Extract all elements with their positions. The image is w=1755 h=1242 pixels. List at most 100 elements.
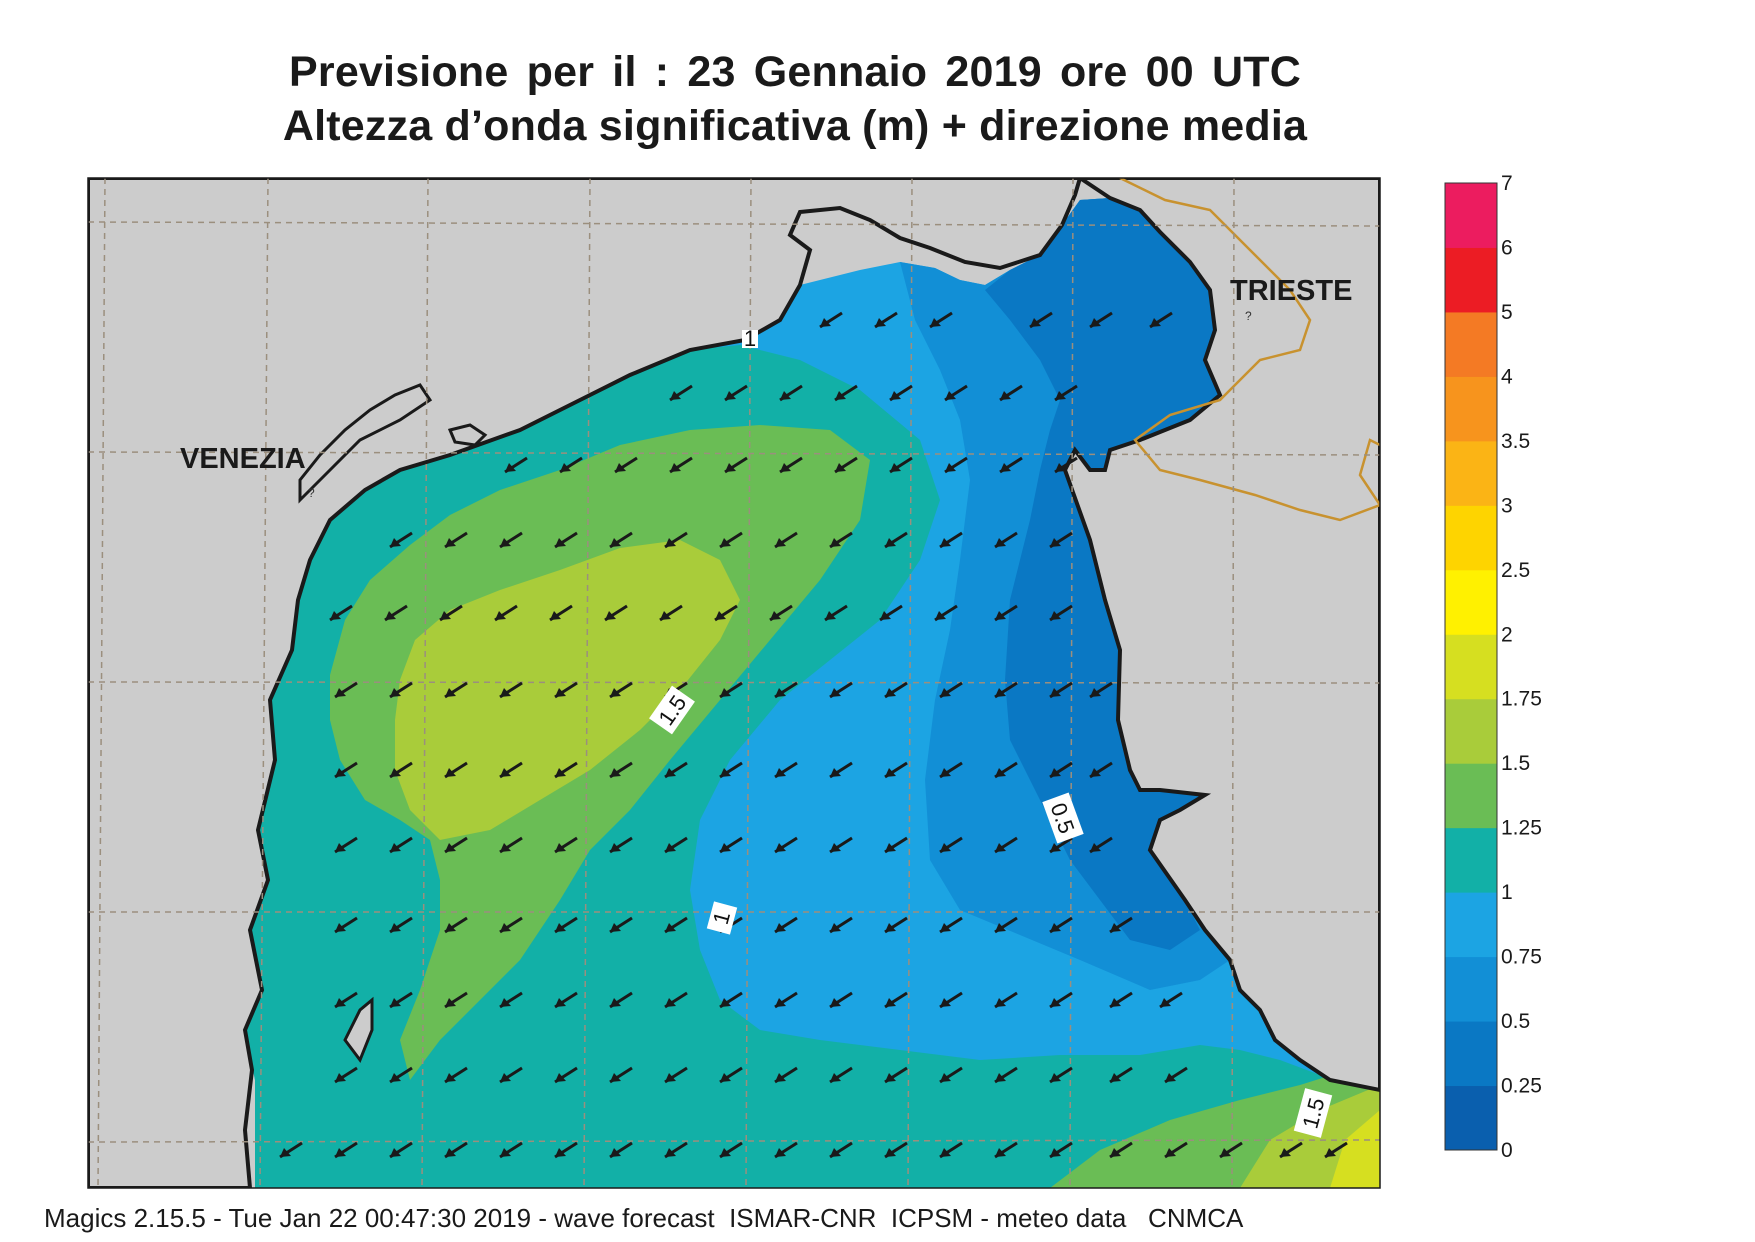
direction-arrow [889, 456, 913, 474]
direction-arrow [329, 604, 353, 622]
direction-arrow [829, 1066, 853, 1084]
direction-arrow [829, 761, 853, 779]
lagoon-island-2 [447, 423, 488, 447]
direction-arrow [1089, 836, 1113, 854]
direction-arrow [664, 836, 688, 854]
direction-arrow [879, 604, 903, 622]
direction-arrow [829, 916, 853, 934]
colorbar-tick-label: 1.25 [1501, 817, 1542, 840]
direction-arrow [389, 761, 413, 779]
direction-arrow [994, 604, 1018, 622]
direction-arrow [1049, 1066, 1073, 1084]
direction-arrow [664, 916, 688, 934]
colorbar-swatch [1445, 569, 1497, 635]
direction-arrow [1164, 1141, 1188, 1159]
direction-arrow [609, 761, 633, 779]
direction-arrow [334, 1066, 358, 1084]
direction-arrow [494, 604, 518, 622]
colorbar-tick-label: 4 [1501, 365, 1513, 388]
direction-arrow [554, 761, 578, 779]
direction-arrow [774, 531, 798, 549]
contour-label-top: 1 [742, 326, 758, 351]
direction-arrow [669, 384, 693, 402]
colorbar-swatch [1445, 376, 1497, 442]
direction-arrow [554, 1141, 578, 1159]
direction-arrow [1054, 456, 1078, 474]
direction-arrow [834, 456, 858, 474]
colorbar-tick-label: 1.75 [1501, 688, 1542, 711]
direction-arrow [939, 836, 963, 854]
direction-arrow [499, 916, 523, 934]
contour-label-1.5-se: 1.5 [1293, 1088, 1333, 1138]
direction-arrow [934, 604, 958, 622]
direction-arrow [279, 1141, 303, 1159]
direction-arrow [389, 1141, 413, 1159]
colorbar-swatch [1445, 247, 1497, 313]
direction-arrow [994, 531, 1018, 549]
direction-arrow [939, 916, 963, 934]
direction-arrow [889, 384, 913, 402]
direction-arrow [994, 761, 1018, 779]
direction-arrow [609, 681, 633, 699]
direction-arrow [444, 916, 468, 934]
direction-arrow [389, 531, 413, 549]
direction-arrow [1049, 991, 1073, 1009]
direction-arrow [444, 531, 468, 549]
direction-arrow [939, 531, 963, 549]
direction-arrow [444, 836, 468, 854]
direction-arrow [554, 916, 578, 934]
direction-arrow [609, 531, 633, 549]
direction-arrow [614, 456, 638, 474]
direction-arrow [499, 681, 523, 699]
colorbar-swatch [1445, 311, 1497, 377]
graticule [88, 178, 1380, 1188]
direction-arrow [939, 761, 963, 779]
colorbar-swatch [1445, 440, 1497, 506]
colorbar-tick-label: 1 [1501, 881, 1513, 904]
direction-arrow [389, 681, 413, 699]
colorbar-swatch [1445, 505, 1497, 571]
direction-arrow [1049, 1141, 1073, 1159]
direction-arrow [769, 604, 793, 622]
direction-arrow [884, 531, 908, 549]
footer-credits: Magics 2.15.5 - Tue Jan 22 00:47:30 2019… [44, 1203, 1244, 1233]
colorbar-swatch [1445, 892, 1497, 958]
direction-arrow [664, 991, 688, 1009]
direction-arrow [384, 604, 408, 622]
direction-arrow [994, 681, 1018, 699]
colorbar-swatch [1445, 827, 1497, 893]
direction-arrow [994, 836, 1018, 854]
direction-arrow [1109, 916, 1133, 934]
direction-arrow [1049, 761, 1073, 779]
colorbar-swatch [1445, 698, 1497, 764]
direction-arrow [554, 991, 578, 1009]
direction-arrow [389, 916, 413, 934]
direction-arrow [499, 1141, 523, 1159]
land-istria [1062, 178, 1380, 1093]
direction-arrow [1279, 1141, 1303, 1159]
direction-arrow [559, 456, 583, 474]
direction-arrow [719, 761, 743, 779]
map-title-line2: Altezza d’onda significativa (m) + direz… [282, 102, 1308, 150]
colorbar-tick-label: 7 [1501, 172, 1513, 195]
direction-arrow [829, 991, 853, 1009]
direction-arrow [1054, 384, 1078, 402]
direction-arrow [994, 1141, 1018, 1159]
direction-arrow [774, 1141, 798, 1159]
direction-arrow [334, 1141, 358, 1159]
direction-arrow [444, 681, 468, 699]
direction-arrow [944, 456, 968, 474]
direction-arrow [444, 991, 468, 1009]
lagoon-islands [298, 383, 433, 504]
map-area: 1.5 0.5 1 1.5 1 VENEZIA TRIESTE ? ? [88, 178, 1380, 1188]
direction-arrow [1219, 1141, 1243, 1159]
direction-arrow [884, 1141, 908, 1159]
direction-arrow [1049, 916, 1073, 934]
direction-arrow [1109, 991, 1133, 1009]
colorbar-swatch [1445, 1085, 1497, 1151]
wave-zone-0.25 [985, 198, 1220, 950]
direction-arrow [389, 991, 413, 1009]
direction-arrow [499, 531, 523, 549]
direction-arrow [829, 681, 853, 699]
direction-arrow [664, 1066, 688, 1084]
